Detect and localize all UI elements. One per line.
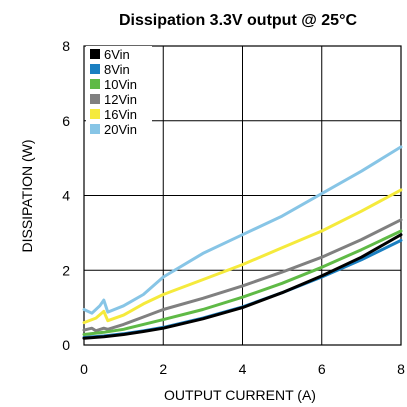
plot-frame: [83, 45, 402, 346]
series-line-10vin: [82, 229, 403, 336]
legend-swatch-20vin: [90, 124, 100, 134]
y-tick-label: 6: [62, 113, 70, 129]
legend-swatch-12vin: [90, 94, 100, 104]
legend-swatch-10vin: [90, 79, 100, 89]
y-tick-label: 0: [62, 337, 70, 353]
legend-label-6vin: 6Vin: [104, 47, 130, 62]
legend-swatch-8vin: [90, 64, 100, 74]
series-line-12vin: [82, 218, 403, 333]
legend-label-20vin: 20Vin: [104, 122, 137, 137]
chart-title: Dissipation 3.3V output @ 25°C: [119, 12, 357, 29]
x-tick-label: 8: [397, 361, 405, 377]
legend-label-8vin: 8Vin: [104, 62, 130, 77]
x-tick-label: 0: [80, 361, 88, 377]
y-axis-label: DISSIPATION (W): [19, 139, 35, 252]
y-tick-label: 8: [62, 38, 70, 54]
series-layer: [82, 145, 403, 340]
series-line-20vin: [82, 145, 403, 315]
y-axis-ticks: 0 2 4 6 8: [62, 38, 70, 353]
series-line-16vin: [82, 188, 403, 325]
x-tick-label: 4: [239, 361, 247, 377]
series-line-6vin: [82, 233, 403, 340]
legend-label-16vin: 16Vin: [104, 107, 137, 122]
legend-swatch-6vin: [90, 49, 100, 59]
x-tick-label: 2: [159, 361, 167, 377]
y-tick-label: 2: [62, 262, 70, 278]
y-tick-label: 4: [62, 188, 70, 204]
legend-label-12vin: 12Vin: [104, 92, 137, 107]
x-axis-label: OUTPUT CURRENT (A): [164, 387, 316, 403]
x-tick-label: 6: [318, 361, 326, 377]
x-axis-ticks: 0 2 4 6 8: [80, 361, 405, 377]
legend-swatch-16vin: [90, 109, 100, 119]
legend-label-10vin: 10Vin: [104, 77, 137, 92]
